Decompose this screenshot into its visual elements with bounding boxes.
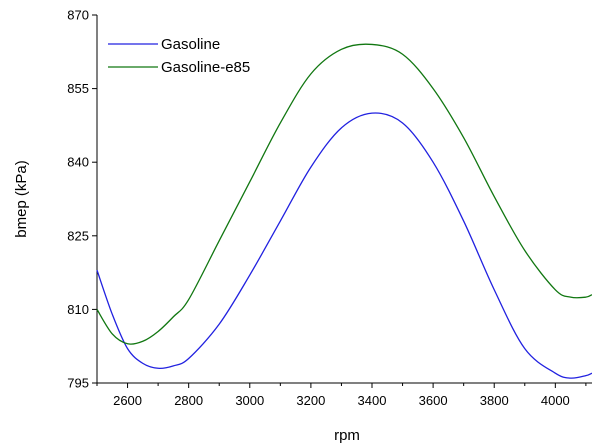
- x-tick-label: 2800: [174, 393, 203, 408]
- y-axis-title: bmep (kPa): [13, 160, 30, 238]
- y-tick-label: 825: [67, 228, 89, 243]
- y-tick-label: 795: [67, 376, 89, 391]
- x-tick-label: 3200: [296, 393, 325, 408]
- y-axis-ticks: 795 810 825 840 855 870: [67, 8, 97, 391]
- series-line-gasoline: [96, 112, 592, 379]
- legend-label-gasoline: Gasoline: [161, 36, 220, 53]
- legend: Gasoline Gasoline-e85: [108, 36, 250, 76]
- x-tick-label: 2600: [113, 393, 142, 408]
- x-tick-label: 3800: [480, 393, 509, 408]
- x-axis-title: rpm: [334, 427, 360, 444]
- x-tick-label: 3400: [358, 393, 387, 408]
- x-tick-label: 4000: [541, 393, 570, 408]
- y-tick-label: 840: [67, 155, 89, 170]
- x-axis-ticks: 2600 2800 3000 3200 3400 3600 3800 4000: [96, 383, 587, 408]
- x-tick-label: 3000: [235, 393, 264, 408]
- y-tick-label: 870: [67, 8, 89, 23]
- y-tick-label: 855: [67, 81, 89, 96]
- y-tick-label: 810: [67, 302, 89, 317]
- legend-label-gasoline-e85: Gasoline-e85: [161, 59, 250, 76]
- x-tick-label: 3600: [419, 393, 448, 408]
- series-layer: [96, 43, 592, 379]
- series-line-gasoline-e85: [96, 43, 592, 345]
- plot-area: 795 810 825 840 855 870 2600 2800 3000 3200 3400 3…: [67, 8, 592, 408]
